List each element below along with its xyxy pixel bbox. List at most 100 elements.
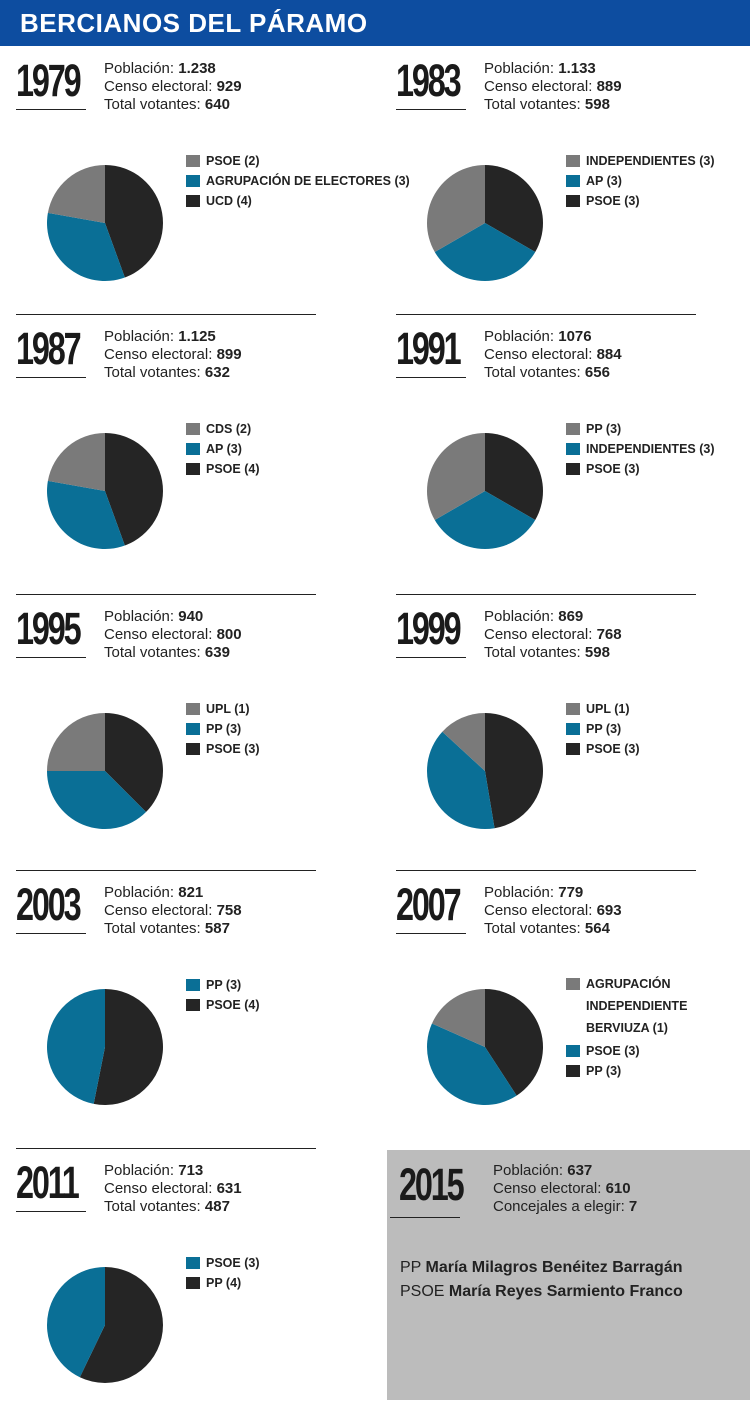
- pie-slice: [427, 165, 485, 252]
- stats: Población: 1076 Censo electoral: 884 Total…: [484, 328, 622, 382]
- legend-label: PSOE (3): [206, 1256, 260, 1270]
- header-bar: BERCIANOS DEL PÁRAMO: [0, 0, 750, 46]
- legend-swatch: [186, 743, 200, 755]
- legend-label: AP (3): [206, 442, 242, 456]
- pie-slice: [79, 1267, 164, 1383]
- stat-poblacion: Población: 713: [104, 1162, 204, 1179]
- year-underline: [390, 1217, 460, 1218]
- year-underline: [396, 657, 466, 658]
- stat-votantes: Total votantes: 587: [104, 920, 230, 937]
- year-title: 2003: [16, 879, 82, 930]
- stat-poblacion: Población: 1.238: [104, 60, 216, 77]
- pie-slice: [105, 433, 163, 546]
- legend-swatch: [186, 423, 200, 435]
- pie-slice: [434, 491, 536, 549]
- divider: [16, 314, 316, 315]
- pie-chart: [427, 433, 543, 549]
- page-title: BERCIANOS DEL PÁRAMO: [20, 8, 368, 38]
- year-underline: [396, 377, 466, 378]
- legend-swatch: [566, 195, 580, 207]
- election-block-2007: 2007 Población: 779 Censo electoral: 693 To…: [380, 870, 750, 1148]
- legend-label: PP (3): [206, 978, 242, 992]
- legend-swatch: [566, 443, 580, 455]
- legend-swatch: [566, 1065, 580, 1077]
- year-underline: [16, 109, 86, 110]
- pie-chart: [47, 713, 163, 829]
- pie-slice: [47, 771, 147, 829]
- legend-swatch: [186, 723, 200, 735]
- pie-slice: [47, 1267, 105, 1378]
- year-title: 1983: [396, 55, 462, 106]
- legend-label: PSOE (3): [586, 462, 640, 476]
- legend-swatch: [566, 423, 580, 435]
- pie-slice: [431, 989, 485, 1047]
- stat-votantes: Total votantes: 598: [484, 644, 610, 661]
- pie-slice: [485, 433, 543, 520]
- legend-label: PSOE (2): [206, 154, 260, 168]
- legend-label: PSOE (3): [586, 1044, 640, 1058]
- election-block-1995: 1995 Población: 940 Censo electoral: 800 To…: [0, 594, 375, 872]
- pie-slice: [47, 713, 105, 771]
- divider: [396, 870, 696, 871]
- pie-slice: [485, 989, 543, 1096]
- stats-2015: Población: 637 Censo electoral: 610 Conc…: [493, 1162, 637, 1216]
- stats: Población: 713 Censo electoral: 631 Total …: [104, 1162, 242, 1216]
- legend-label: AP (3): [586, 174, 622, 188]
- legend-label: UCD (4): [206, 194, 252, 208]
- box-2015: [387, 1150, 750, 1400]
- divider: [396, 594, 696, 595]
- stats: Población: 821 Censo electoral: 758 Total …: [104, 884, 242, 938]
- pie-slice: [105, 165, 163, 278]
- pie-slice: [47, 165, 105, 223]
- legend-label: PSOE (4): [206, 998, 260, 1012]
- year-underline: [16, 657, 86, 658]
- election-block-1999: 1999 Población: 869 Censo electoral: 768 To…: [380, 594, 750, 872]
- pie-slice: [47, 989, 105, 1104]
- pie-chart: [47, 1267, 164, 1383]
- stat-votantes: Total votantes: 640: [104, 96, 230, 113]
- legend-swatch: [566, 743, 580, 755]
- stat-votantes: Total votantes: 639: [104, 644, 230, 661]
- election-block-2003: 2003 Población: 821 Censo electoral: 758 To…: [0, 870, 375, 1148]
- stats: Población: 1.133 Censo electoral: 889 Tota…: [484, 60, 622, 114]
- election-block-1987: 1987 Población: 1.125 Censo electoral: 899…: [0, 314, 375, 592]
- stats: Población: 940 Censo electoral: 800 Total …: [104, 608, 242, 662]
- stat-poblacion: Población: 637: [493, 1162, 593, 1179]
- stat-poblacion: Población: 869: [484, 608, 584, 625]
- stat-poblacion: Población: 1.125: [104, 328, 216, 345]
- pie-chart: [47, 165, 163, 281]
- stat-poblacion: Población: 779: [484, 884, 584, 901]
- pie-chart: [427, 713, 543, 829]
- pie-slice: [47, 212, 125, 281]
- pie-slice: [427, 731, 495, 829]
- stat-votantes: Total votantes: 487: [104, 1198, 230, 1215]
- stat-poblacion: Población: 821: [104, 884, 204, 901]
- legend-swatch: [186, 175, 200, 187]
- year-title: 2011: [16, 1157, 80, 1208]
- pie-slice: [485, 713, 543, 829]
- stat-censo: Censo electoral: 899: [104, 346, 242, 363]
- pie-slice: [442, 713, 485, 771]
- legend-swatch: [566, 155, 580, 167]
- legend-swatch: [186, 155, 200, 167]
- candidate-pp: PP María Milagros Benéitez Barragán: [400, 1259, 683, 1276]
- legend-label: PSOE (3): [586, 742, 640, 756]
- pie-slice: [427, 1023, 517, 1105]
- stat-censo: Censo electoral: 768: [484, 626, 622, 643]
- year-underline: [396, 109, 466, 110]
- legend-swatch: [566, 978, 580, 990]
- year-title-2015: 2015: [399, 1159, 465, 1210]
- pie-chart: [47, 989, 164, 1105]
- election-block-1991: 1991 Población: 1076 Censo electoral: 884 T…: [380, 314, 750, 592]
- pie-slice: [427, 433, 485, 520]
- pie-slice: [47, 480, 125, 549]
- stat-censo: Censo electoral: 889: [484, 78, 622, 95]
- legend-label: CDS (2): [206, 422, 252, 436]
- stat-votantes: Total votantes: 598: [484, 96, 610, 113]
- legend-swatch: [186, 703, 200, 715]
- legend-label: INDEPENDIENTES (3): [586, 442, 715, 456]
- stat-poblacion: Población: 940: [104, 608, 204, 625]
- election-block-2011: 2011 Población: 713 Censo electoral: 631 To…: [0, 1148, 375, 1426]
- year-title: 1991: [396, 323, 462, 374]
- legend-swatch: [186, 443, 200, 455]
